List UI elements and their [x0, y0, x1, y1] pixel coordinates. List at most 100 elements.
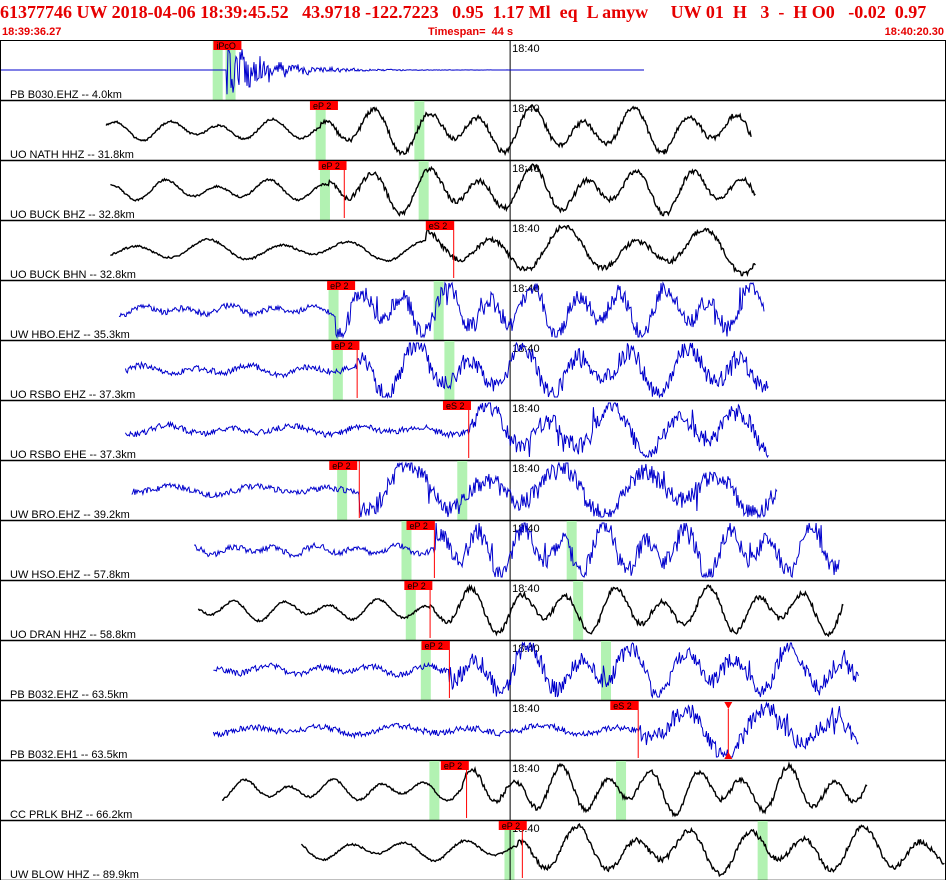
- waveform: [110, 163, 756, 217]
- window-marker: [332, 341, 343, 400]
- waveform: [124, 402, 769, 459]
- event-summary: 61377746 UW 2018-04-06 18:39:45.52 43.97…: [0, 2, 927, 22]
- minute-tick-label: 18:40: [512, 583, 540, 595]
- pick-label: eP 2: [313, 101, 331, 111]
- pick-flag: [498, 821, 527, 830]
- window-marker: [418, 161, 429, 220]
- waveform: [124, 341, 769, 399]
- window-marker: [757, 821, 768, 880]
- trace-panel: 18:40 eS 2 UO BUCK BHN -- 32.8km: [0, 220, 946, 282]
- waveform: [110, 224, 756, 277]
- trace-label: PB B030.EHZ -- 4.0km: [10, 89, 122, 101]
- window-marker: [444, 341, 455, 400]
- window-marker: [457, 461, 468, 520]
- window-marker: [401, 521, 412, 580]
- window-marker: [405, 581, 416, 640]
- pick-flag: [440, 761, 469, 770]
- pick-label: eP 2: [407, 581, 425, 591]
- window-marker: [328, 281, 339, 340]
- trace-label: UO BUCK BHN -- 32.8km: [10, 269, 136, 281]
- trace-panel: 18:40 eP 2 UO BUCK BHZ -- 32.8km: [0, 160, 946, 222]
- minute-tick-label: 18:40: [512, 703, 540, 715]
- trace-panel: 18:40 eP 2 CC PRLK BHZ -- 66.2km: [0, 760, 946, 822]
- waveform: [193, 522, 840, 579]
- minute-tick-label: 18:40: [512, 763, 540, 775]
- trace-label: PB B032.EHZ -- 63.5km: [10, 689, 128, 701]
- pick-label: iPcO: [216, 41, 236, 51]
- window-marker: [337, 461, 348, 520]
- pick-label: eP 2: [322, 161, 340, 171]
- trace-label: UO RSBO EHE -- 37.3km: [10, 449, 136, 461]
- window-marker: [420, 641, 431, 700]
- pick-label: eP 2: [330, 281, 348, 291]
- pick-label: eS 2: [429, 221, 448, 231]
- trace-label: UO BUCK BHZ -- 32.8km: [10, 209, 135, 221]
- pick-label: eS 2: [446, 401, 465, 411]
- waveform: [105, 103, 752, 157]
- waveform: [131, 461, 778, 519]
- waveform: [212, 701, 859, 758]
- end-time: 18:40:20.30: [884, 26, 944, 38]
- waveform: [221, 761, 868, 818]
- minute-tick-label: 18:40: [512, 163, 540, 175]
- minute-tick-label: 18:40: [512, 43, 540, 55]
- pick-flag: [331, 341, 360, 350]
- minute-tick-label: 18:40: [512, 463, 540, 475]
- marker-triangle-bottom: [724, 752, 733, 759]
- waveform: [197, 583, 844, 638]
- pick-flag: [213, 41, 242, 50]
- pick-flag: [318, 161, 347, 170]
- window-marker: [601, 641, 612, 700]
- trace-panel: 18:40 eP 2 UO DRAN HHZ -- 58.8km: [0, 580, 946, 642]
- trace-label: UO NATH HHZ -- 31.8km: [10, 149, 134, 161]
- pick-flag: [610, 701, 639, 710]
- pick-flag: [404, 581, 433, 590]
- pick-flag: [425, 221, 454, 230]
- waveform: [118, 281, 765, 339]
- window-marker: [616, 761, 627, 820]
- pick-label: eS 2: [613, 701, 632, 711]
- pick-label: eP 2: [332, 461, 350, 471]
- window-marker: [433, 281, 444, 340]
- pick-label: eP 2: [409, 521, 427, 531]
- waveform: [213, 641, 859, 699]
- trace-panel: 18:40 eS 2 PB B032.EH1 -- 63.5km: [0, 700, 946, 762]
- trace-label: UW HBO.EHZ -- 35.3km: [10, 329, 130, 341]
- seismogram-plot: 18:40 iPcO PB B030.EHZ -- 4.0km 18:40 eP 2 UO…: [0, 40, 946, 880]
- window-marker: [504, 821, 515, 880]
- pick-label: eP 2: [502, 821, 520, 831]
- window-marker: [315, 101, 326, 160]
- window-marker: [414, 101, 425, 160]
- trace-label: UO RSBO EHZ -- 37.3km: [10, 389, 135, 401]
- trace-label: UW HSO.EHZ -- 57.8km: [10, 569, 130, 581]
- pick-flag: [442, 401, 471, 410]
- window-marker: [573, 581, 584, 640]
- trace-label: CC PRLK BHZ -- 66.2km: [10, 809, 132, 821]
- minute-tick-label: 18:40: [512, 223, 540, 235]
- trace-label: PB B032.EH1 -- 63.5km: [10, 749, 127, 761]
- trace-panel: 18:40 eS 2 UO RSBO EHE -- 37.3km: [0, 400, 946, 462]
- pick-flag: [421, 641, 450, 650]
- pick-label: eP 2: [444, 761, 462, 771]
- trace-panel: 18:40 eP 2 UW BRO.EHZ -- 39.2km: [0, 460, 946, 522]
- pick-flag: [327, 281, 356, 290]
- pick-flag: [309, 101, 338, 110]
- trace-label: UW BLOW HHZ -- 89.9km: [10, 869, 139, 880]
- waveform: [1, 49, 644, 95]
- start-time: 18:39:36.27: [2, 26, 62, 38]
- trace-label: UO DRAN HHZ -- 58.8km: [10, 629, 136, 641]
- marker-triangle-top: [724, 702, 733, 709]
- trace-label: UW BRO.EHZ -- 39.2km: [10, 509, 130, 521]
- minute-tick-label: 18:40: [512, 403, 540, 415]
- timespan: Timespan= 44 s: [428, 26, 514, 38]
- pick-label: eP 2: [425, 641, 443, 651]
- waveform: [300, 822, 945, 878]
- pick-flag: [406, 521, 435, 530]
- window-marker: [319, 161, 330, 220]
